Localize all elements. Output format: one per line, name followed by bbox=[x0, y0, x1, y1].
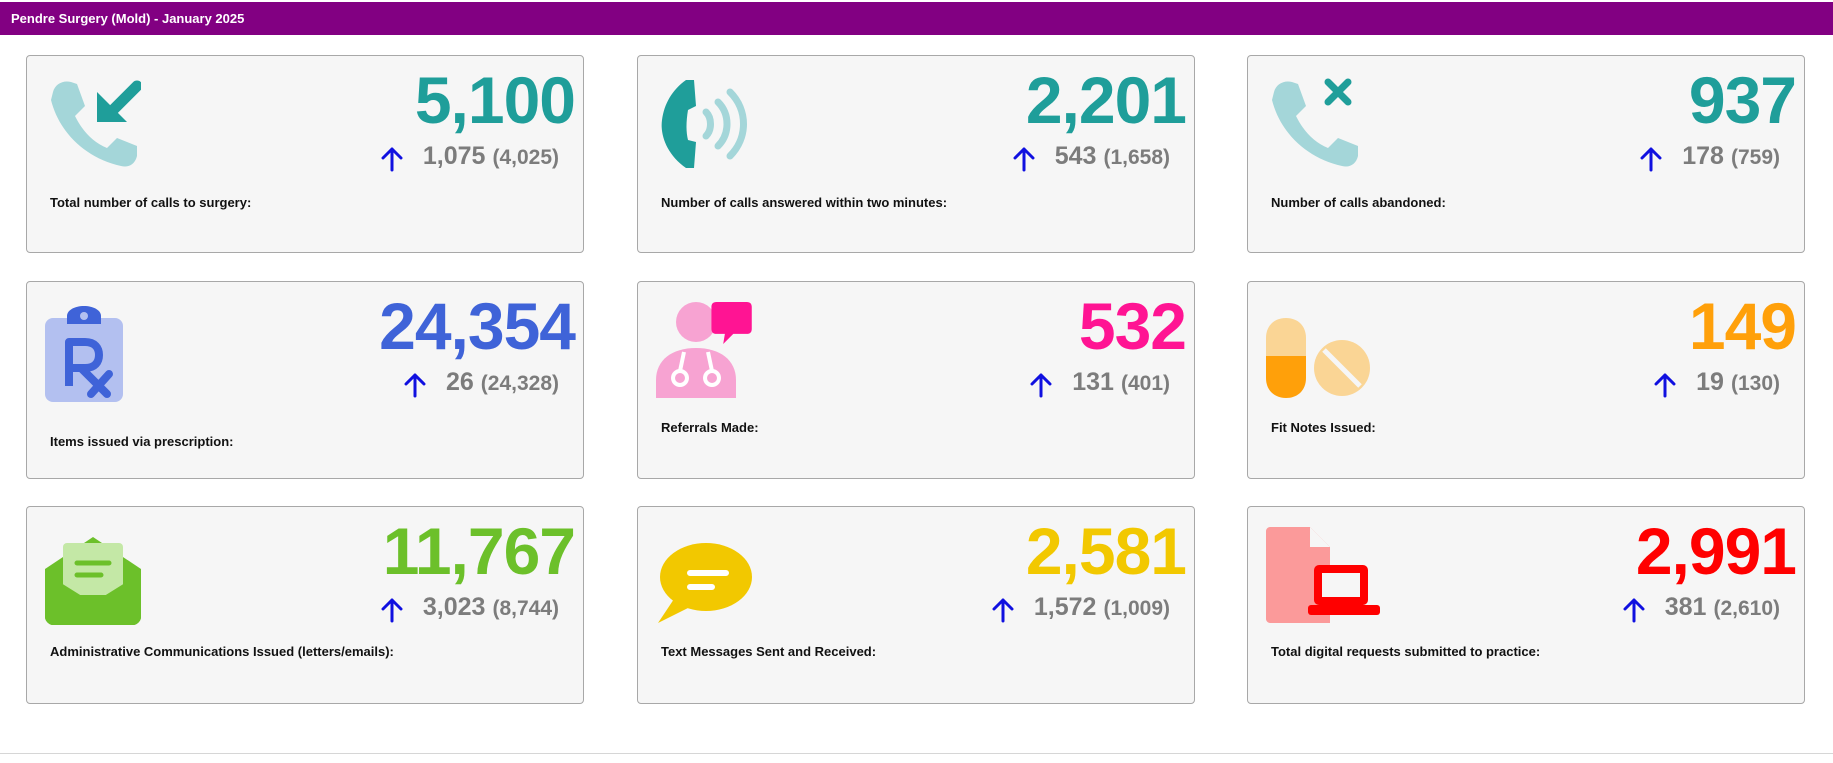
up-arrow-icon bbox=[402, 372, 428, 398]
kpi-label: Text Messages Sent and Received: bbox=[661, 644, 877, 659]
kpi-previous: (24,328) bbox=[480, 372, 559, 395]
pills-icon bbox=[1266, 310, 1370, 406]
kpi-change: 26 (24,328) bbox=[402, 368, 559, 402]
up-arrow-icon bbox=[990, 597, 1016, 623]
kpi-card-calls-abandoned: 937 178 (759) Number of calls abandoned: bbox=[1247, 55, 1805, 253]
up-arrow-icon bbox=[1011, 146, 1037, 172]
kpi-delta: 178 bbox=[1682, 142, 1724, 170]
kpi-value: 937 bbox=[1688, 63, 1797, 137]
kpi-previous: (1,658) bbox=[1103, 146, 1170, 169]
kpi-card-digital-requests: 2,991 381 (2,610) Total digital requests… bbox=[1247, 506, 1805, 704]
page-title-bar: Pendre Surgery (Mold) - January 2025 bbox=[0, 2, 1833, 35]
kpi-label: Referrals Made: bbox=[661, 420, 759, 435]
up-arrow-icon bbox=[1621, 597, 1647, 623]
kpi-previous: (401) bbox=[1120, 372, 1170, 395]
kpi-change: 131 (401) bbox=[1028, 368, 1170, 402]
up-arrow-icon bbox=[1652, 372, 1678, 398]
up-arrow-icon bbox=[1638, 146, 1664, 172]
kpi-label: Number of calls abandoned: bbox=[1271, 195, 1446, 210]
kpi-card-calls-answered: 2,201 543 (1,658) Number of calls answer… bbox=[637, 55, 1195, 253]
kpi-delta: 26 bbox=[445, 368, 474, 396]
kpi-change: 19 (130) bbox=[1652, 368, 1780, 402]
kpi-label: Fit Notes Issued: bbox=[1271, 420, 1376, 435]
prescription-clipboard-icon bbox=[45, 306, 141, 402]
kpi-delta: 1,572 bbox=[1033, 593, 1097, 621]
kpi-change: 3,023 (8,744) bbox=[379, 593, 559, 627]
up-arrow-icon bbox=[379, 146, 405, 172]
kpi-delta: 19 bbox=[1696, 368, 1724, 396]
kpi-value: 24,354 bbox=[379, 289, 576, 363]
kpi-delta: 543 bbox=[1054, 142, 1097, 170]
kpi-value: 532 bbox=[1078, 289, 1187, 363]
kpi-change: 178 (759) bbox=[1638, 142, 1780, 176]
up-arrow-icon bbox=[1028, 372, 1054, 398]
kpi-previous: (2,610) bbox=[1713, 597, 1780, 620]
kpi-card-total-calls: 5,100 1,075 (4,025) Total number of call… bbox=[26, 55, 584, 253]
kpi-label: Number of calls answered within two minu… bbox=[661, 195, 948, 210]
kpi-value: 2,581 bbox=[1025, 514, 1187, 588]
kpi-previous: (1,009) bbox=[1103, 597, 1170, 620]
kpi-card-admin-communications: 11,767 3,023 (8,744) Administrative Comm… bbox=[26, 506, 584, 704]
up-arrow-icon bbox=[379, 597, 405, 623]
kpi-label: Total number of calls to surgery: bbox=[50, 195, 252, 210]
speech-bubble-icon bbox=[656, 535, 752, 631]
kpi-value: 2,201 bbox=[1025, 63, 1187, 137]
kpi-previous: (4,025) bbox=[492, 146, 559, 169]
kpi-change: 543 (1,658) bbox=[1011, 142, 1170, 176]
laptop-document-icon bbox=[1266, 527, 1382, 623]
bottom-divider bbox=[0, 753, 1833, 754]
kpi-previous: (130) bbox=[1730, 372, 1780, 395]
kpi-label: Administrative Communications Issued (le… bbox=[50, 644, 394, 659]
page-title: Pendre Surgery (Mold) - January 2025 bbox=[11, 11, 245, 26]
kpi-delta: 381 bbox=[1664, 593, 1707, 621]
kpi-delta: 3,023 bbox=[422, 593, 486, 621]
kpi-label: Total digital requests submitted to prac… bbox=[1271, 644, 1541, 659]
kpi-value: 2,991 bbox=[1635, 514, 1797, 588]
kpi-card-prescriptions: 24,354 26 (24,328) Items issued via pres… bbox=[26, 281, 584, 479]
phone-ringing-icon bbox=[656, 76, 752, 172]
kpi-change: 1,572 (1,009) bbox=[990, 593, 1170, 627]
kpi-label: Items issued via prescription: bbox=[50, 434, 234, 449]
kpi-change: 1,075 (4,025) bbox=[379, 142, 559, 176]
kpi-value: 149 bbox=[1688, 289, 1797, 363]
kpi-delta: 131 bbox=[1072, 368, 1114, 396]
kpi-delta: 1,075 bbox=[422, 142, 486, 170]
kpi-value: 5,100 bbox=[414, 63, 576, 137]
kpi-card-referrals: 532 131 (401) Referrals Made: bbox=[637, 281, 1195, 479]
incoming-call-icon bbox=[45, 76, 141, 172]
kpi-change: 381 (2,610) bbox=[1621, 593, 1780, 627]
doctor-chat-icon bbox=[656, 302, 752, 398]
kpi-card-fit-notes: 149 19 (130) Fit Notes Issued: bbox=[1247, 281, 1805, 479]
open-envelope-icon bbox=[45, 529, 141, 625]
kpi-card-text-messages: 2,581 1,572 (1,009) Text Messages Sent a… bbox=[637, 506, 1195, 704]
kpi-value: 11,767 bbox=[382, 514, 576, 588]
kpi-previous: (8,744) bbox=[492, 597, 559, 620]
kpi-previous: (759) bbox=[1730, 146, 1780, 169]
missed-call-icon bbox=[1266, 76, 1362, 172]
